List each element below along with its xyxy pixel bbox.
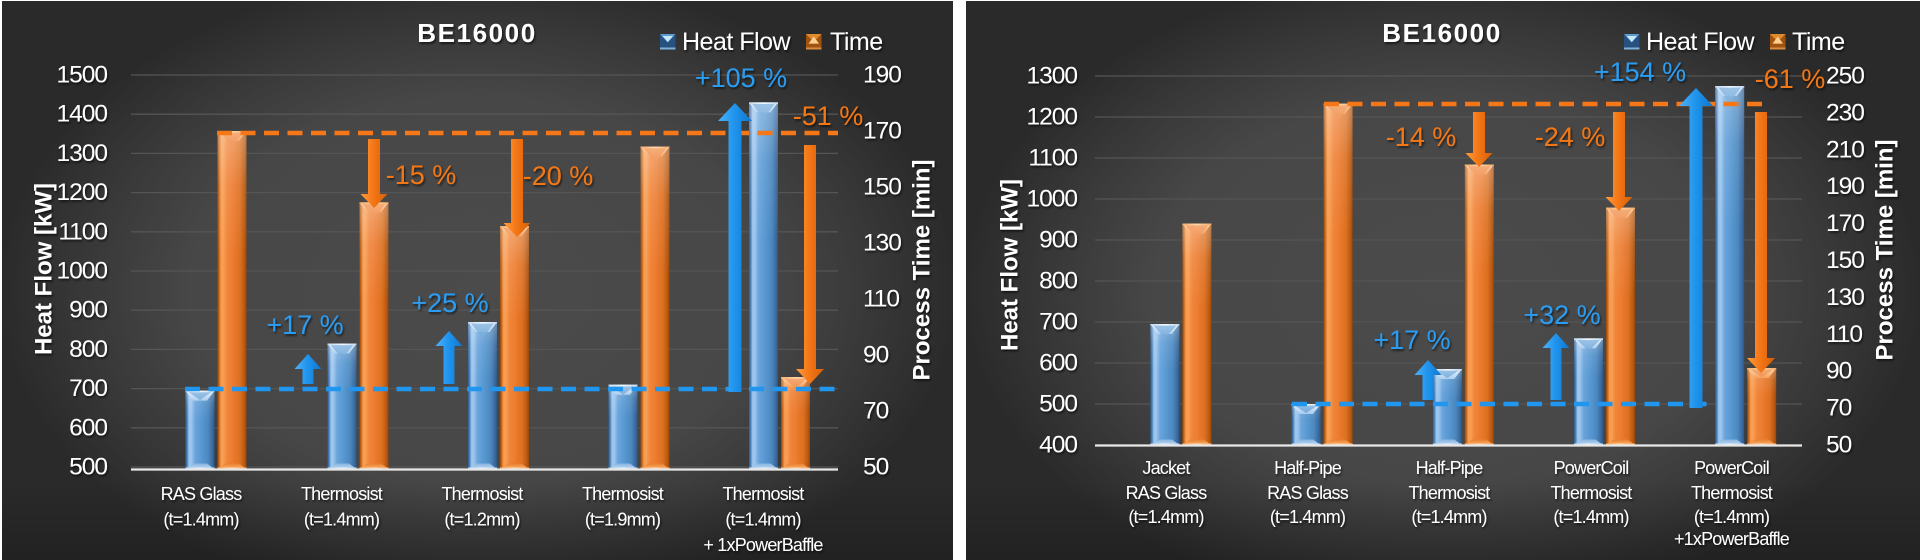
svg-text:110: 110 [1826,321,1862,348]
svg-text:RAS Glass: RAS Glass [1126,483,1208,503]
svg-text:-15 %: -15 % [386,160,457,190]
svg-text:90: 90 [1826,358,1852,385]
svg-text:1300: 1300 [1026,63,1077,90]
svg-text:50: 50 [1826,432,1852,459]
svg-text:Jacket: Jacket [1142,458,1190,478]
svg-text:Heat Flow [kW]: Heat Flow [kW] [31,183,58,355]
svg-text:(t=1.4mm): (t=1.4mm) [163,510,238,530]
svg-text:(t=1.4mm): (t=1.4mm) [725,510,800,530]
svg-text:70: 70 [1826,395,1852,422]
svg-text:(t=1.4mm): (t=1.4mm) [304,510,379,530]
svg-text:RAS Glass: RAS Glass [161,484,243,504]
svg-text:1000: 1000 [56,258,107,285]
svg-text:250: 250 [1826,63,1864,90]
svg-text:+32 %: +32 % [1523,300,1600,330]
svg-text:Thermosist: Thermosist [722,484,804,504]
svg-text:500: 500 [1039,391,1077,418]
svg-text:BE16000: BE16000 [417,18,537,48]
svg-text:190: 190 [863,62,901,89]
svg-text:(t=1.4mm): (t=1.4mm) [1694,507,1769,527]
svg-text:1400: 1400 [56,101,107,128]
svg-text:+25 %: +25 % [411,288,488,318]
svg-text:+ 1xPowerBaffle: + 1xPowerBaffle [703,535,823,555]
svg-text:800: 800 [1039,268,1077,295]
svg-text:Thermosist: Thermosist [441,484,523,504]
svg-text:+105 %: +105 % [695,63,787,93]
svg-text:700: 700 [1039,309,1077,336]
svg-text:-24 %: -24 % [1535,122,1606,152]
svg-text:900: 900 [69,297,107,324]
svg-text:(t=1.2mm): (t=1.2mm) [444,510,519,530]
svg-text:+17 %: +17 % [266,310,343,340]
svg-text:Time: Time [1792,28,1845,56]
svg-text:50: 50 [863,454,889,481]
svg-text:Process Time [min]: Process Time [min] [1872,140,1899,361]
svg-text:150: 150 [1826,247,1864,274]
svg-text:800: 800 [69,336,107,363]
svg-text:Half-Pipe: Half-Pipe [1274,458,1342,478]
svg-text:Thermosist: Thermosist [1408,483,1490,503]
svg-text:900: 900 [1039,227,1077,254]
svg-text:(t=1.4mm): (t=1.4mm) [1411,507,1486,527]
svg-text:130: 130 [1826,284,1864,311]
svg-text:90: 90 [863,342,889,369]
svg-text:+154 %: +154 % [1594,57,1686,87]
svg-text:Heat Flow: Heat Flow [1646,28,1755,56]
svg-text:130: 130 [863,230,901,257]
svg-text:-14 %: -14 % [1386,122,1457,152]
svg-text:PowerCoil: PowerCoil [1694,458,1769,478]
svg-text:+17 %: +17 % [1373,325,1450,355]
svg-text:1500: 1500 [56,62,107,89]
svg-text:(t=1.9mm): (t=1.9mm) [585,510,660,530]
svg-text:600: 600 [1039,350,1077,377]
svg-text:190: 190 [1826,173,1864,200]
svg-text:RAS Glass: RAS Glass [1267,483,1349,503]
svg-text:Thermosist: Thermosist [582,484,664,504]
svg-text:70: 70 [863,398,889,425]
svg-text:1100: 1100 [58,218,107,245]
svg-text:-51 %: -51 % [793,101,864,131]
svg-text:210: 210 [1826,136,1864,163]
svg-text:400: 400 [1039,432,1077,459]
svg-text:PowerCoil: PowerCoil [1554,458,1629,478]
svg-text:500: 500 [69,454,107,481]
svg-text:700: 700 [69,375,107,402]
svg-text:Process Time [min]: Process Time [min] [909,160,936,381]
svg-text:1100: 1100 [1028,145,1077,172]
svg-text:Thermosist: Thermosist [1691,483,1773,503]
svg-text:230: 230 [1826,99,1864,126]
svg-text:(t=1.4mm): (t=1.4mm) [1553,507,1628,527]
svg-text:Heat Flow: Heat Flow [682,28,791,56]
svg-text:1000: 1000 [1026,186,1077,213]
svg-text:150: 150 [863,174,901,201]
svg-text:Thermosist: Thermosist [301,484,383,504]
svg-text:170: 170 [863,118,901,145]
svg-text:-61 %: -61 % [1755,64,1826,94]
svg-text:-20 %: -20 % [523,161,594,191]
svg-text:(t=1.4mm): (t=1.4mm) [1128,507,1203,527]
svg-text:1200: 1200 [56,179,107,206]
svg-text:(t=1.4mm): (t=1.4mm) [1270,507,1345,527]
svg-text:110: 110 [863,286,899,313]
svg-text:Heat Flow [kW]: Heat Flow [kW] [997,179,1024,351]
svg-text:1300: 1300 [56,140,107,167]
svg-text:Half-Pipe: Half-Pipe [1416,458,1484,478]
svg-text:Time: Time [830,28,883,56]
svg-text:1200: 1200 [1026,104,1077,131]
svg-text:600: 600 [69,414,107,441]
svg-text:+1xPowerBaffle: +1xPowerBaffle [1674,529,1790,549]
svg-text:BE16000: BE16000 [1382,18,1502,48]
svg-text:170: 170 [1826,210,1864,237]
svg-text:Thermosist: Thermosist [1550,483,1632,503]
